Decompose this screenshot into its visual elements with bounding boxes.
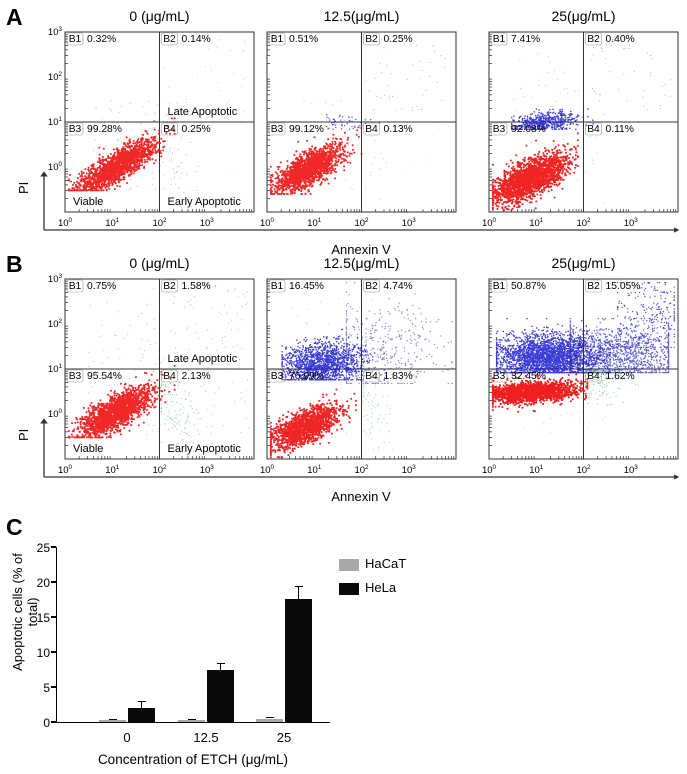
svg-text:B3: B3 (493, 371, 506, 382)
svg-text:76.99%: 76.99% (289, 371, 324, 382)
svg-text:B1: B1 (271, 34, 284, 45)
svg-text:B4: B4 (163, 371, 176, 382)
svg-text:B2: B2 (365, 281, 378, 292)
svg-text:B1: B1 (69, 281, 82, 292)
svg-text:B1: B1 (493, 34, 506, 45)
svg-text:B4: B4 (587, 124, 600, 135)
svg-text:B3: B3 (271, 124, 284, 135)
svg-text:B1: B1 (69, 34, 82, 45)
svg-text:B2: B2 (163, 281, 176, 292)
svg-text:B3: B3 (493, 124, 506, 135)
svg-text:B2: B2 (587, 281, 600, 292)
svg-text:0.51%: 0.51% (289, 34, 318, 45)
svg-text:B2: B2 (587, 34, 600, 45)
svg-text:B4: B4 (365, 124, 378, 135)
svg-text:16.45%: 16.45% (289, 281, 324, 292)
svg-text:50.87%: 50.87% (511, 281, 546, 292)
svg-text:15.05%: 15.05% (606, 281, 641, 292)
svg-text:0.14%: 0.14% (182, 34, 211, 45)
svg-text:1.83%: 1.83% (384, 371, 413, 382)
svg-text:0.13%: 0.13% (384, 124, 413, 135)
svg-text:99.12%: 99.12% (289, 124, 324, 135)
svg-text:B4: B4 (587, 371, 600, 382)
svg-text:B3: B3 (69, 124, 82, 135)
svg-text:B1: B1 (271, 281, 284, 292)
svg-text:B4: B4 (163, 124, 176, 135)
svg-text:1.62%: 1.62% (606, 371, 635, 382)
svg-text:0.11%: 0.11% (606, 124, 634, 135)
svg-text:0.40%: 0.40% (606, 34, 635, 45)
svg-text:1.58%: 1.58% (182, 281, 211, 292)
svg-text:B2: B2 (365, 34, 378, 45)
svg-text:B2: B2 (163, 34, 176, 45)
svg-text:0.25%: 0.25% (384, 34, 413, 45)
svg-text:2.13%: 2.13% (182, 371, 211, 382)
svg-text:0.25%: 0.25% (182, 124, 211, 135)
svg-text:B3: B3 (271, 371, 284, 382)
svg-text:99.28%: 99.28% (87, 124, 122, 135)
svg-text:B3: B3 (69, 371, 82, 382)
svg-text:B4: B4 (365, 371, 378, 382)
svg-text:32.45%: 32.45% (511, 371, 546, 382)
svg-text:4.74%: 4.74% (384, 281, 413, 292)
svg-text:0.32%: 0.32% (87, 34, 116, 45)
svg-text:B1: B1 (493, 281, 506, 292)
svg-text:95.54%: 95.54% (87, 371, 122, 382)
svg-text:92.08%: 92.08% (511, 124, 546, 135)
svg-text:7.41%: 7.41% (511, 34, 540, 45)
svg-text:0.75%: 0.75% (87, 281, 116, 292)
